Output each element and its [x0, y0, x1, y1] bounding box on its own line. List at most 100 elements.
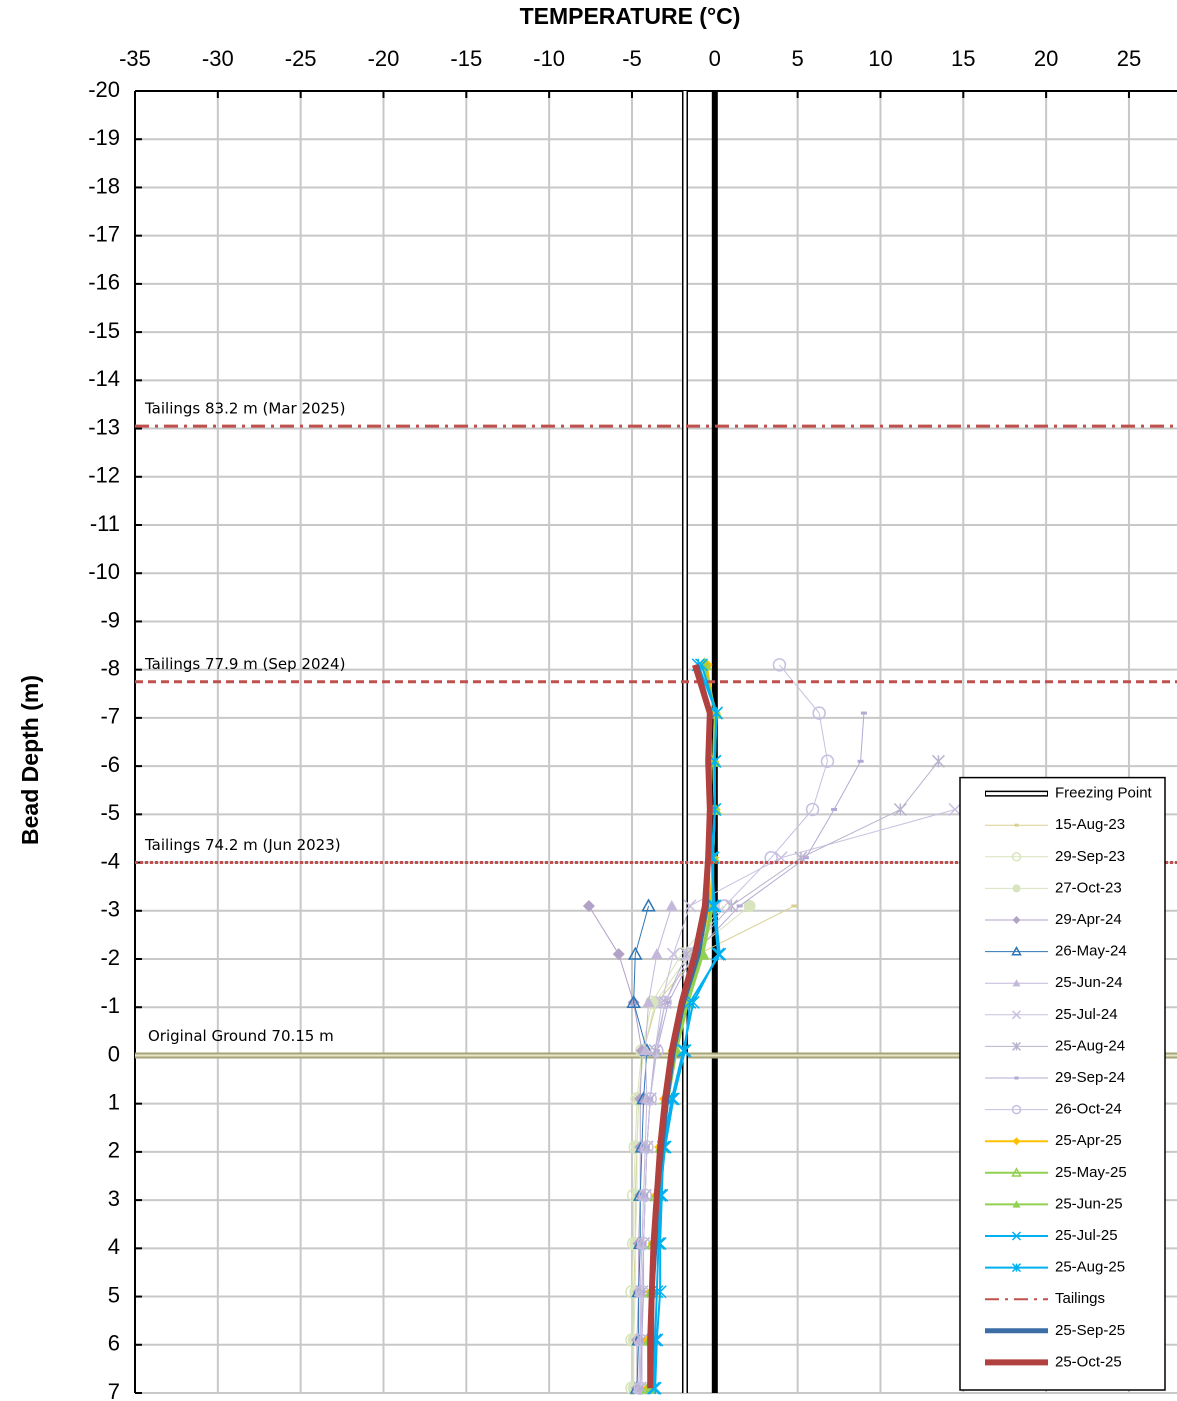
- data-point: [820, 754, 835, 769]
- legend-label: 25-Aug-25: [1055, 1259, 1125, 1276]
- y-tick-label: -1: [100, 993, 120, 1018]
- tailings-label: Tailings 74.2 m (Jun 2023): [144, 836, 341, 854]
- legend-box: [959, 776, 1166, 1391]
- series-line: [654, 664, 720, 1389]
- legend-label: 25-Jun-24: [1055, 974, 1123, 991]
- data-point: [612, 948, 625, 961]
- x-tick-label: 15: [951, 46, 975, 71]
- y-tick-label: 3: [108, 1186, 120, 1211]
- y-tick-label: 5: [108, 1282, 120, 1307]
- y-tick-label: 1: [108, 1089, 120, 1114]
- y-tick-label: -6: [100, 752, 120, 777]
- data-point: [628, 946, 643, 960]
- tailings-label: Tailings 83.2 m (Mar 2025): [144, 400, 345, 418]
- legend-label: 25-Apr-25: [1055, 1132, 1122, 1149]
- data-point: [717, 899, 732, 913]
- legend-label: 29-Apr-24: [1055, 911, 1122, 928]
- y-tick-label: -14: [88, 366, 120, 391]
- y-tick-label: 6: [108, 1331, 120, 1356]
- y-tick-label: -4: [100, 848, 120, 873]
- y-tick-label: -18: [88, 173, 120, 198]
- data-point: [640, 1140, 654, 1154]
- y-axis-title: Bead Depth (m): [17, 675, 43, 845]
- x-tick-label: 5: [792, 46, 804, 71]
- y-tick-label: -12: [88, 463, 120, 488]
- legend-label: 25-Jul-25: [1055, 1227, 1118, 1244]
- x-tick-label: -15: [450, 46, 482, 71]
- x-tick-label: -5: [622, 46, 642, 71]
- ground-label: Original Ground 70.15 m: [148, 1027, 334, 1045]
- data-point: [665, 899, 678, 911]
- data-point: [931, 754, 945, 768]
- legend-marker: [1012, 916, 1021, 924]
- legend-label: 15-Aug-23: [1055, 816, 1125, 833]
- legend-label: 27-Oct-23: [1055, 879, 1122, 896]
- legend-label: 29-Sep-24: [1055, 1069, 1125, 1086]
- data-point: [626, 994, 641, 1008]
- data-point: [743, 899, 756, 912]
- data-point: [641, 898, 656, 912]
- x-tick-label: -30: [202, 46, 234, 71]
- y-tick-label: -3: [100, 897, 120, 922]
- y-tick-label: 0: [108, 1041, 120, 1066]
- y-tick-label: -13: [88, 414, 120, 439]
- data-point: [643, 1092, 657, 1106]
- legend-marker: [1011, 1010, 1022, 1020]
- data-point: [678, 1044, 692, 1058]
- legend-marker: [1011, 1167, 1022, 1177]
- x-axis-title: TEMPERATURE (°C): [520, 3, 741, 29]
- y-tick-label: -10: [88, 559, 120, 584]
- y-tick-label: -11: [90, 511, 120, 536]
- data-point: [680, 947, 694, 961]
- x-tick-label: 0: [709, 46, 721, 71]
- data-point: [697, 948, 710, 959]
- y-tick-label: 2: [108, 1138, 120, 1163]
- y-tick-label: -17: [88, 221, 120, 246]
- y-tick-label: -5: [100, 800, 120, 825]
- series-line: [639, 664, 828, 1389]
- data-point: [653, 1285, 667, 1299]
- legend-marker: [1012, 1200, 1021, 1208]
- data-point: [650, 948, 663, 959]
- x-tick-label: 10: [868, 46, 892, 71]
- y-tick-label: -8: [100, 655, 120, 680]
- y-tick-label: -16: [88, 270, 120, 295]
- legend-label: 25-Sep-25: [1055, 1322, 1125, 1339]
- data-point: [805, 802, 820, 817]
- x-tick-label: 20: [1034, 46, 1058, 71]
- legend-label: 26-Oct-24: [1055, 1101, 1122, 1118]
- y-tick-label: -19: [88, 125, 120, 150]
- data-point: [708, 899, 722, 913]
- y-tick-label: -7: [100, 704, 120, 729]
- data-point: [582, 899, 595, 912]
- legend-marker: [1011, 946, 1022, 956]
- x-tick-label: -25: [285, 46, 317, 71]
- legend-label: 25-Aug-24: [1055, 1037, 1125, 1054]
- legend-label: 25-Oct-25: [1055, 1353, 1122, 1370]
- legend-marker: [1012, 1137, 1021, 1146]
- legend-marker: [1011, 1231, 1022, 1241]
- data-point: [658, 995, 672, 1010]
- series-line: [647, 663, 713, 1389]
- legend-label: 29-Sep-23: [1055, 848, 1125, 865]
- legend-label: 25-Jul-24: [1055, 1006, 1118, 1023]
- data-point: [650, 1043, 664, 1058]
- legend-marker: [1011, 852, 1022, 862]
- y-tick-label: 4: [108, 1234, 120, 1259]
- data-point: [686, 995, 700, 1009]
- data-point: [639, 1044, 652, 1056]
- data-point: [676, 1044, 690, 1058]
- legend-marker: [1011, 1104, 1022, 1115]
- x-tick-label: -35: [119, 46, 151, 71]
- legend-marker: [1011, 1041, 1022, 1051]
- data-point: [711, 947, 725, 961]
- x-tick-label: -20: [368, 46, 400, 71]
- y-tick-label: -20: [88, 77, 120, 102]
- legend: Freezing Point 15-Aug-23 29-Sep-23 27-Oct-2…: [959, 776, 1166, 1391]
- legend-label: Freezing Point: [1055, 785, 1153, 802]
- data-point: [666, 947, 680, 961]
- data-point: [683, 899, 697, 913]
- legend-label: 25-Jun-25: [1055, 1195, 1123, 1212]
- tailings-label: Tailings 77.9 m (Sep 2024): [144, 655, 345, 673]
